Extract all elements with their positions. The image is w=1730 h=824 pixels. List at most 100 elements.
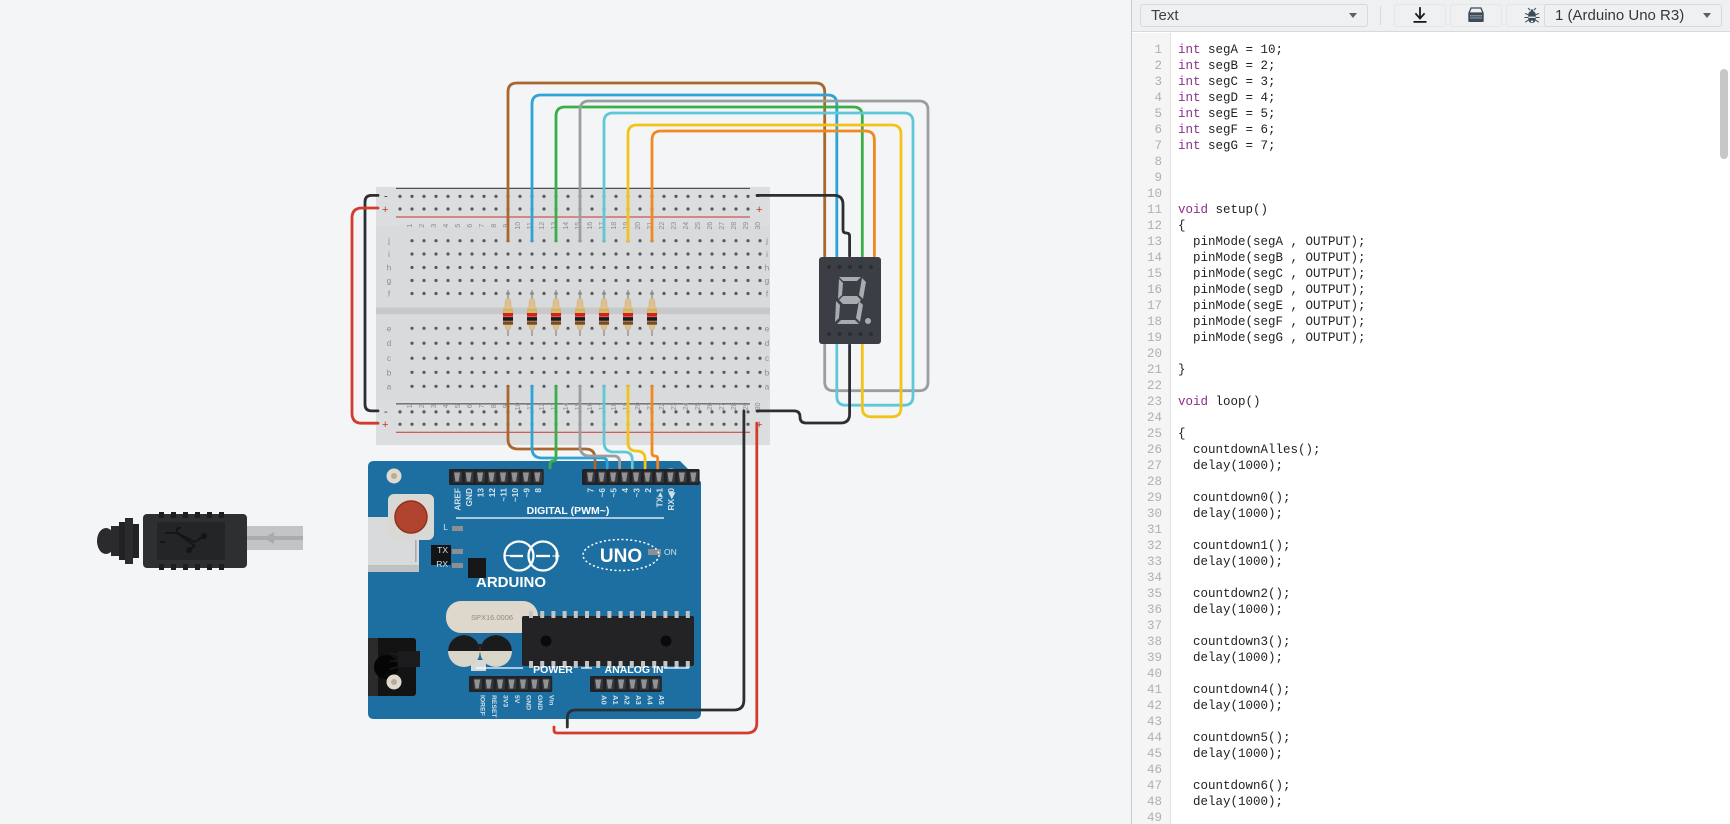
svg-text:ARDUINO: ARDUINO: [476, 574, 546, 591]
svg-text:e: e: [765, 324, 770, 333]
svg-text:3: 3: [431, 404, 438, 408]
svg-text:26: 26: [707, 222, 714, 230]
svg-text:12: 12: [539, 402, 546, 410]
svg-text:L: L: [443, 522, 448, 532]
svg-text:A2: A2: [622, 695, 631, 705]
svg-text:a: a: [387, 382, 392, 391]
svg-text:GND: GND: [536, 695, 543, 710]
svg-text:−: −: [503, 548, 512, 565]
svg-text:5: 5: [455, 404, 462, 408]
svg-text:10: 10: [515, 402, 522, 410]
svg-text:27: 27: [719, 402, 726, 410]
svg-text:3: 3: [431, 224, 438, 228]
svg-text:27: 27: [719, 222, 726, 230]
svg-text:22: 22: [659, 402, 666, 410]
svg-text:-: -: [384, 406, 388, 418]
svg-text:ON: ON: [664, 547, 677, 557]
svg-text:A4: A4: [645, 695, 654, 705]
svg-text:7: 7: [586, 488, 596, 493]
svg-text:2: 2: [419, 224, 426, 228]
svg-text:29: 29: [743, 402, 750, 410]
svg-text:~5: ~5: [609, 488, 619, 498]
svg-text:A3: A3: [634, 695, 643, 705]
svg-text:9: 9: [503, 404, 510, 408]
svg-text:~6: ~6: [597, 488, 607, 498]
svg-text:24: 24: [683, 222, 690, 230]
svg-text:13: 13: [551, 222, 558, 230]
svg-text:17: 17: [599, 222, 606, 230]
svg-text:25: 25: [695, 402, 702, 410]
svg-text:2: 2: [419, 404, 426, 408]
svg-text:17: 17: [599, 402, 606, 410]
svg-text:23: 23: [671, 222, 678, 230]
svg-text:RX◀0: RX◀0: [666, 488, 676, 511]
svg-text:18: 18: [611, 222, 618, 230]
svg-text:15: 15: [575, 402, 582, 410]
svg-text:~11: ~11: [498, 488, 508, 502]
svg-text:30: 30: [755, 402, 762, 410]
svg-text:~9: ~9: [521, 488, 531, 498]
svg-text:-: -: [756, 190, 760, 202]
svg-text:4: 4: [443, 224, 450, 228]
svg-text:26: 26: [707, 402, 714, 410]
svg-text:22: 22: [659, 222, 666, 230]
svg-text:3V3: 3V3: [502, 695, 509, 707]
svg-text:5: 5: [455, 224, 462, 228]
svg-text:SPX16.0006: SPX16.0006: [471, 613, 513, 622]
svg-text:8: 8: [491, 224, 498, 228]
svg-text:j: j: [387, 237, 390, 246]
svg-text:21: 21: [647, 402, 654, 410]
svg-text:RESET: RESET: [490, 695, 497, 719]
svg-text:6: 6: [467, 224, 474, 228]
svg-text:-: -: [384, 190, 388, 202]
svg-text:10: 10: [515, 222, 522, 230]
svg-text:GND: GND: [524, 695, 531, 710]
svg-text:c: c: [387, 354, 391, 363]
svg-text:i: i: [766, 250, 768, 259]
svg-text:4: 4: [443, 404, 450, 408]
svg-text:25: 25: [695, 222, 702, 230]
svg-text:2: 2: [643, 488, 653, 493]
svg-text:d: d: [765, 339, 769, 348]
svg-text:1: 1: [407, 224, 414, 228]
svg-text:16: 16: [587, 222, 594, 230]
svg-text:20: 20: [635, 222, 642, 230]
svg-text:b: b: [765, 368, 770, 377]
svg-text:A5: A5: [657, 695, 666, 705]
svg-text:b: b: [387, 368, 392, 377]
svg-text:GND: GND: [464, 488, 474, 506]
svg-text:g: g: [765, 277, 769, 286]
svg-text:8: 8: [491, 404, 498, 408]
svg-text:A1: A1: [611, 695, 620, 705]
svg-text:12: 12: [487, 488, 497, 498]
svg-text:4: 4: [620, 488, 630, 493]
svg-text:IOREF: IOREF: [479, 695, 486, 716]
svg-text:9: 9: [503, 224, 510, 228]
svg-text:e: e: [387, 324, 392, 333]
svg-text:TX▸1: TX▸1: [654, 488, 664, 508]
svg-text:6: 6: [467, 404, 474, 408]
svg-text:POWER: POWER: [533, 664, 573, 676]
svg-text:11: 11: [527, 222, 534, 229]
svg-text:1: 1: [407, 404, 414, 408]
svg-text:16: 16: [587, 402, 594, 410]
svg-text:h: h: [765, 264, 769, 273]
svg-text:a: a: [765, 382, 770, 391]
svg-text:5V: 5V: [513, 695, 520, 704]
svg-text:13: 13: [476, 488, 486, 498]
svg-text:7: 7: [479, 404, 486, 408]
svg-text:+: +: [756, 419, 762, 431]
svg-text:30: 30: [755, 222, 762, 230]
svg-text:15: 15: [575, 222, 582, 230]
svg-text:A0: A0: [600, 695, 609, 705]
svg-text:18: 18: [611, 402, 618, 410]
svg-text:AREF: AREF: [453, 488, 463, 511]
svg-text:Vin: Vin: [547, 695, 554, 705]
svg-text:14: 14: [563, 222, 570, 230]
svg-text:DIGITAL (PWM~): DIGITAL (PWM~): [527, 505, 610, 517]
svg-text:28: 28: [731, 222, 738, 230]
svg-text:j: j: [765, 237, 768, 246]
svg-text:12: 12: [539, 222, 546, 230]
svg-text:29: 29: [743, 222, 750, 230]
svg-text:8: 8: [533, 488, 543, 493]
